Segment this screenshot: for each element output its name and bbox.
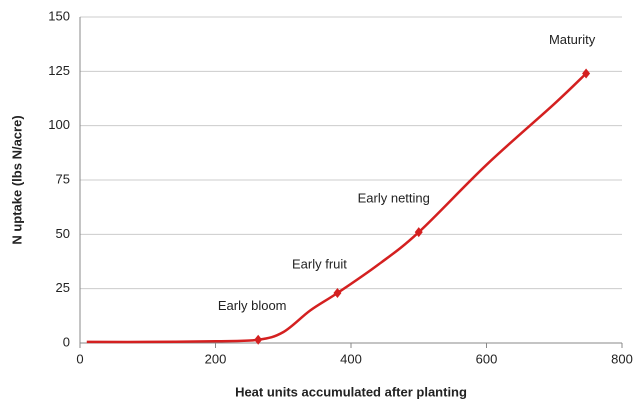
y-tick-label: 50: [56, 226, 70, 241]
marker: [254, 334, 263, 345]
x-tick-label: 800: [611, 351, 633, 366]
marker: [333, 288, 342, 299]
x-tick-label: 200: [205, 351, 227, 366]
y-tick-label: 25: [56, 280, 70, 295]
annotation: Early fruit: [292, 256, 347, 271]
curve: [86, 72, 587, 344]
y-tick-label: 75: [56, 171, 70, 186]
x-tick-label: 0: [76, 351, 83, 366]
x-axis-label: Heat units accumulated after planting: [235, 384, 467, 399]
y-tick-label: 0: [63, 334, 70, 349]
x-tick-label: 400: [340, 351, 362, 366]
marker: [582, 68, 591, 79]
y-tick-label: 125: [48, 63, 70, 78]
x-tick-label: 600: [476, 351, 498, 366]
y-tick-label: 100: [48, 117, 70, 132]
y-tick-label: 150: [48, 8, 70, 23]
y-axis-label: N uptake (lbs N/acre): [9, 115, 24, 244]
annotation: Maturity: [549, 32, 596, 47]
marker: [414, 227, 423, 238]
annotation: Early netting: [358, 191, 430, 206]
annotation: Early bloom: [218, 298, 287, 313]
